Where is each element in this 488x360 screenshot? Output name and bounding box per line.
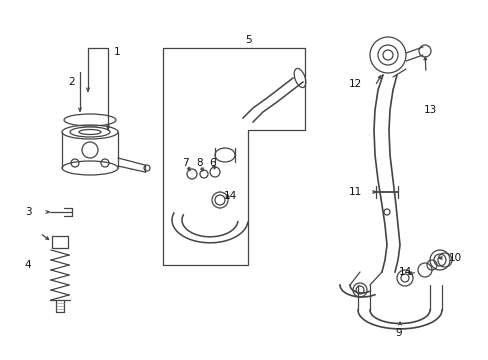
Text: 1: 1: [113, 47, 120, 57]
Text: 13: 13: [423, 105, 436, 115]
Text: 2: 2: [68, 77, 75, 87]
Text: 8: 8: [196, 158, 203, 168]
Text: 10: 10: [447, 253, 461, 263]
Text: 14: 14: [398, 267, 411, 277]
Bar: [52, 236, 68, 248]
Text: 9: 9: [395, 328, 402, 338]
Text: 14: 14: [223, 191, 236, 201]
Text: 3: 3: [24, 207, 31, 217]
Text: 11: 11: [347, 187, 361, 197]
Text: 7: 7: [182, 158, 188, 168]
Text: 12: 12: [347, 79, 361, 89]
Text: 4: 4: [24, 260, 31, 270]
Text: 5: 5: [244, 35, 251, 45]
Text: 6: 6: [209, 158, 216, 168]
